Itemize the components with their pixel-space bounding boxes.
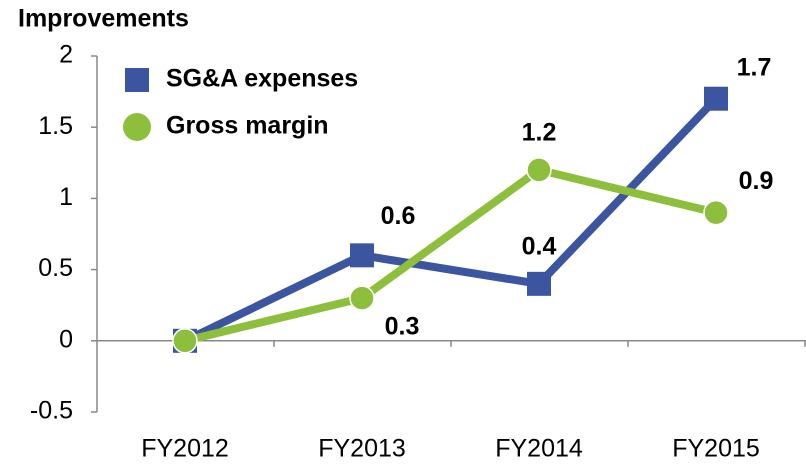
x-tick-label: FY2014 [495,435,583,463]
y-tick-label: 1 [59,183,73,211]
data-label: 1.2 [522,119,557,147]
x-tick-label: FY2013 [318,435,406,463]
series-line [184,165,717,345]
data-label: 0.3 [385,313,420,341]
marker [172,328,198,354]
marker [526,157,552,183]
x-tick-label: FY2012 [141,435,229,463]
legend-label: SG&A expenses [166,65,358,93]
marker [349,285,375,311]
y-tick-label: 0 [59,325,73,353]
data-label: 0.4 [522,232,557,260]
legend-marker [123,113,151,141]
data-label: 0.9 [739,167,774,195]
y-tick-label: -0.5 [30,397,73,425]
marker [704,86,728,111]
y-tick-label: 2 [59,41,73,69]
y-axis-label: Improvements [18,5,189,33]
data-label: 0.6 [381,202,416,230]
x-tick-label: FY2015 [672,435,760,463]
data-label: 1.7 [737,53,772,81]
legend-label: Gross margin [166,112,329,140]
y-tick-label: 0.5 [38,254,73,282]
marker [350,243,374,268]
legend-marker [125,68,149,92]
marker [527,271,551,296]
y-tick-label: 1.5 [38,112,73,140]
marker [703,199,729,226]
